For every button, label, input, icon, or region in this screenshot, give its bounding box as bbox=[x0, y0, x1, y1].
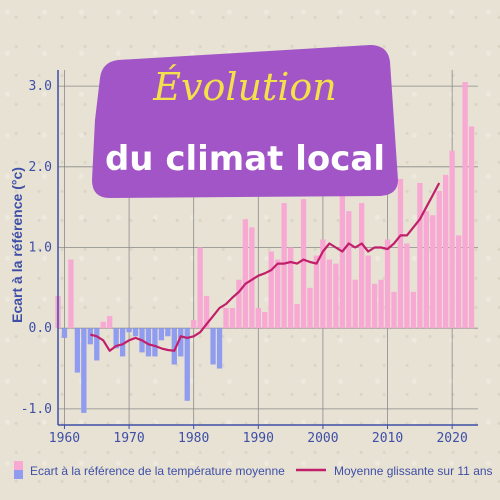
x-tick-label: 2020 bbox=[436, 431, 467, 446]
bar bbox=[81, 328, 87, 413]
legend-bar-swatch-positive bbox=[14, 461, 23, 470]
bar bbox=[436, 191, 442, 329]
bar bbox=[152, 328, 158, 357]
bar bbox=[242, 219, 249, 329]
legend-bar-swatch-negative bbox=[14, 470, 23, 479]
bar bbox=[359, 203, 365, 329]
y-tick-label: 2.0 bbox=[29, 160, 52, 175]
y-tick-label: -1.0 bbox=[21, 402, 52, 417]
bar bbox=[352, 279, 358, 329]
bar bbox=[443, 174, 449, 329]
bars-group bbox=[55, 82, 475, 413]
bar bbox=[339, 178, 345, 329]
bar bbox=[171, 328, 177, 365]
bar bbox=[281, 203, 287, 329]
bar bbox=[197, 247, 203, 329]
legend: Ecart à la référence de la température m… bbox=[14, 461, 493, 479]
bar bbox=[468, 126, 475, 329]
bar bbox=[462, 82, 468, 329]
bar bbox=[391, 291, 397, 329]
bar bbox=[74, 328, 81, 373]
bar bbox=[275, 259, 281, 329]
bar bbox=[410, 291, 417, 329]
y-tick-label: 3.0 bbox=[29, 79, 52, 94]
bar bbox=[449, 150, 455, 329]
bar bbox=[307, 287, 313, 329]
bar bbox=[326, 259, 333, 329]
bar bbox=[87, 328, 93, 345]
bar bbox=[294, 303, 300, 329]
bar bbox=[378, 279, 384, 329]
x-tick-label: 1960 bbox=[49, 431, 80, 446]
y-tick-label: 1.0 bbox=[29, 241, 52, 256]
bar bbox=[365, 255, 371, 329]
bar bbox=[300, 199, 307, 329]
rolling-mean-line-group bbox=[90, 182, 441, 352]
bar bbox=[126, 328, 132, 333]
bar bbox=[423, 211, 429, 329]
y-tick-label: 0.0 bbox=[29, 321, 52, 336]
y-axis-label: Ecart à la référence (°c) bbox=[9, 167, 25, 323]
x-tick-label: 2000 bbox=[307, 431, 338, 446]
bar bbox=[249, 227, 255, 329]
bar bbox=[184, 328, 190, 401]
bar bbox=[255, 308, 261, 329]
bar bbox=[287, 247, 294, 329]
title-background bbox=[92, 45, 398, 198]
bar bbox=[384, 239, 391, 329]
x-tick-label: 1990 bbox=[243, 431, 274, 446]
bar bbox=[223, 308, 229, 329]
bar bbox=[191, 320, 197, 329]
bar bbox=[397, 178, 404, 329]
bar bbox=[132, 328, 139, 337]
bar bbox=[346, 211, 352, 329]
bar bbox=[145, 328, 152, 357]
bar bbox=[262, 312, 268, 329]
bar bbox=[203, 295, 210, 329]
bar bbox=[268, 251, 274, 329]
bar bbox=[371, 283, 378, 329]
bar bbox=[320, 239, 326, 329]
axes-group: -1.0 0.0 1.0 2.0 3.0 1960 1970 1980 1990 2000 2010… bbox=[21, 70, 478, 446]
bar bbox=[178, 328, 184, 357]
bar bbox=[430, 215, 436, 329]
bar bbox=[404, 243, 410, 329]
bar bbox=[68, 259, 74, 329]
bar bbox=[236, 279, 242, 329]
bar bbox=[417, 182, 423, 329]
bar bbox=[61, 328, 68, 338]
bar bbox=[333, 263, 339, 329]
x-tick-label: 2010 bbox=[372, 431, 403, 446]
bar bbox=[165, 328, 171, 337]
bar bbox=[107, 316, 113, 329]
title-line-1: Évolution bbox=[152, 65, 337, 109]
bar bbox=[119, 328, 126, 357]
title-line-2: du climat local bbox=[105, 139, 385, 179]
bar bbox=[216, 328, 223, 369]
bar bbox=[229, 308, 236, 329]
bar bbox=[113, 328, 119, 349]
legend-bars-label: Ecart à la référence de la température m… bbox=[30, 464, 285, 478]
legend-line-label: Moyenne glissante sur 11 ans bbox=[334, 464, 493, 478]
x-tick-label: 1980 bbox=[178, 431, 209, 446]
title-banner: Évolution du climat local bbox=[92, 45, 398, 198]
bar bbox=[158, 328, 165, 341]
bar bbox=[313, 255, 320, 329]
bar bbox=[210, 328, 216, 365]
bar bbox=[100, 321, 106, 329]
rolling-mean-line bbox=[90, 182, 441, 352]
bar bbox=[455, 235, 462, 329]
bar bbox=[94, 328, 100, 361]
x-tick-label: 1970 bbox=[113, 431, 144, 446]
